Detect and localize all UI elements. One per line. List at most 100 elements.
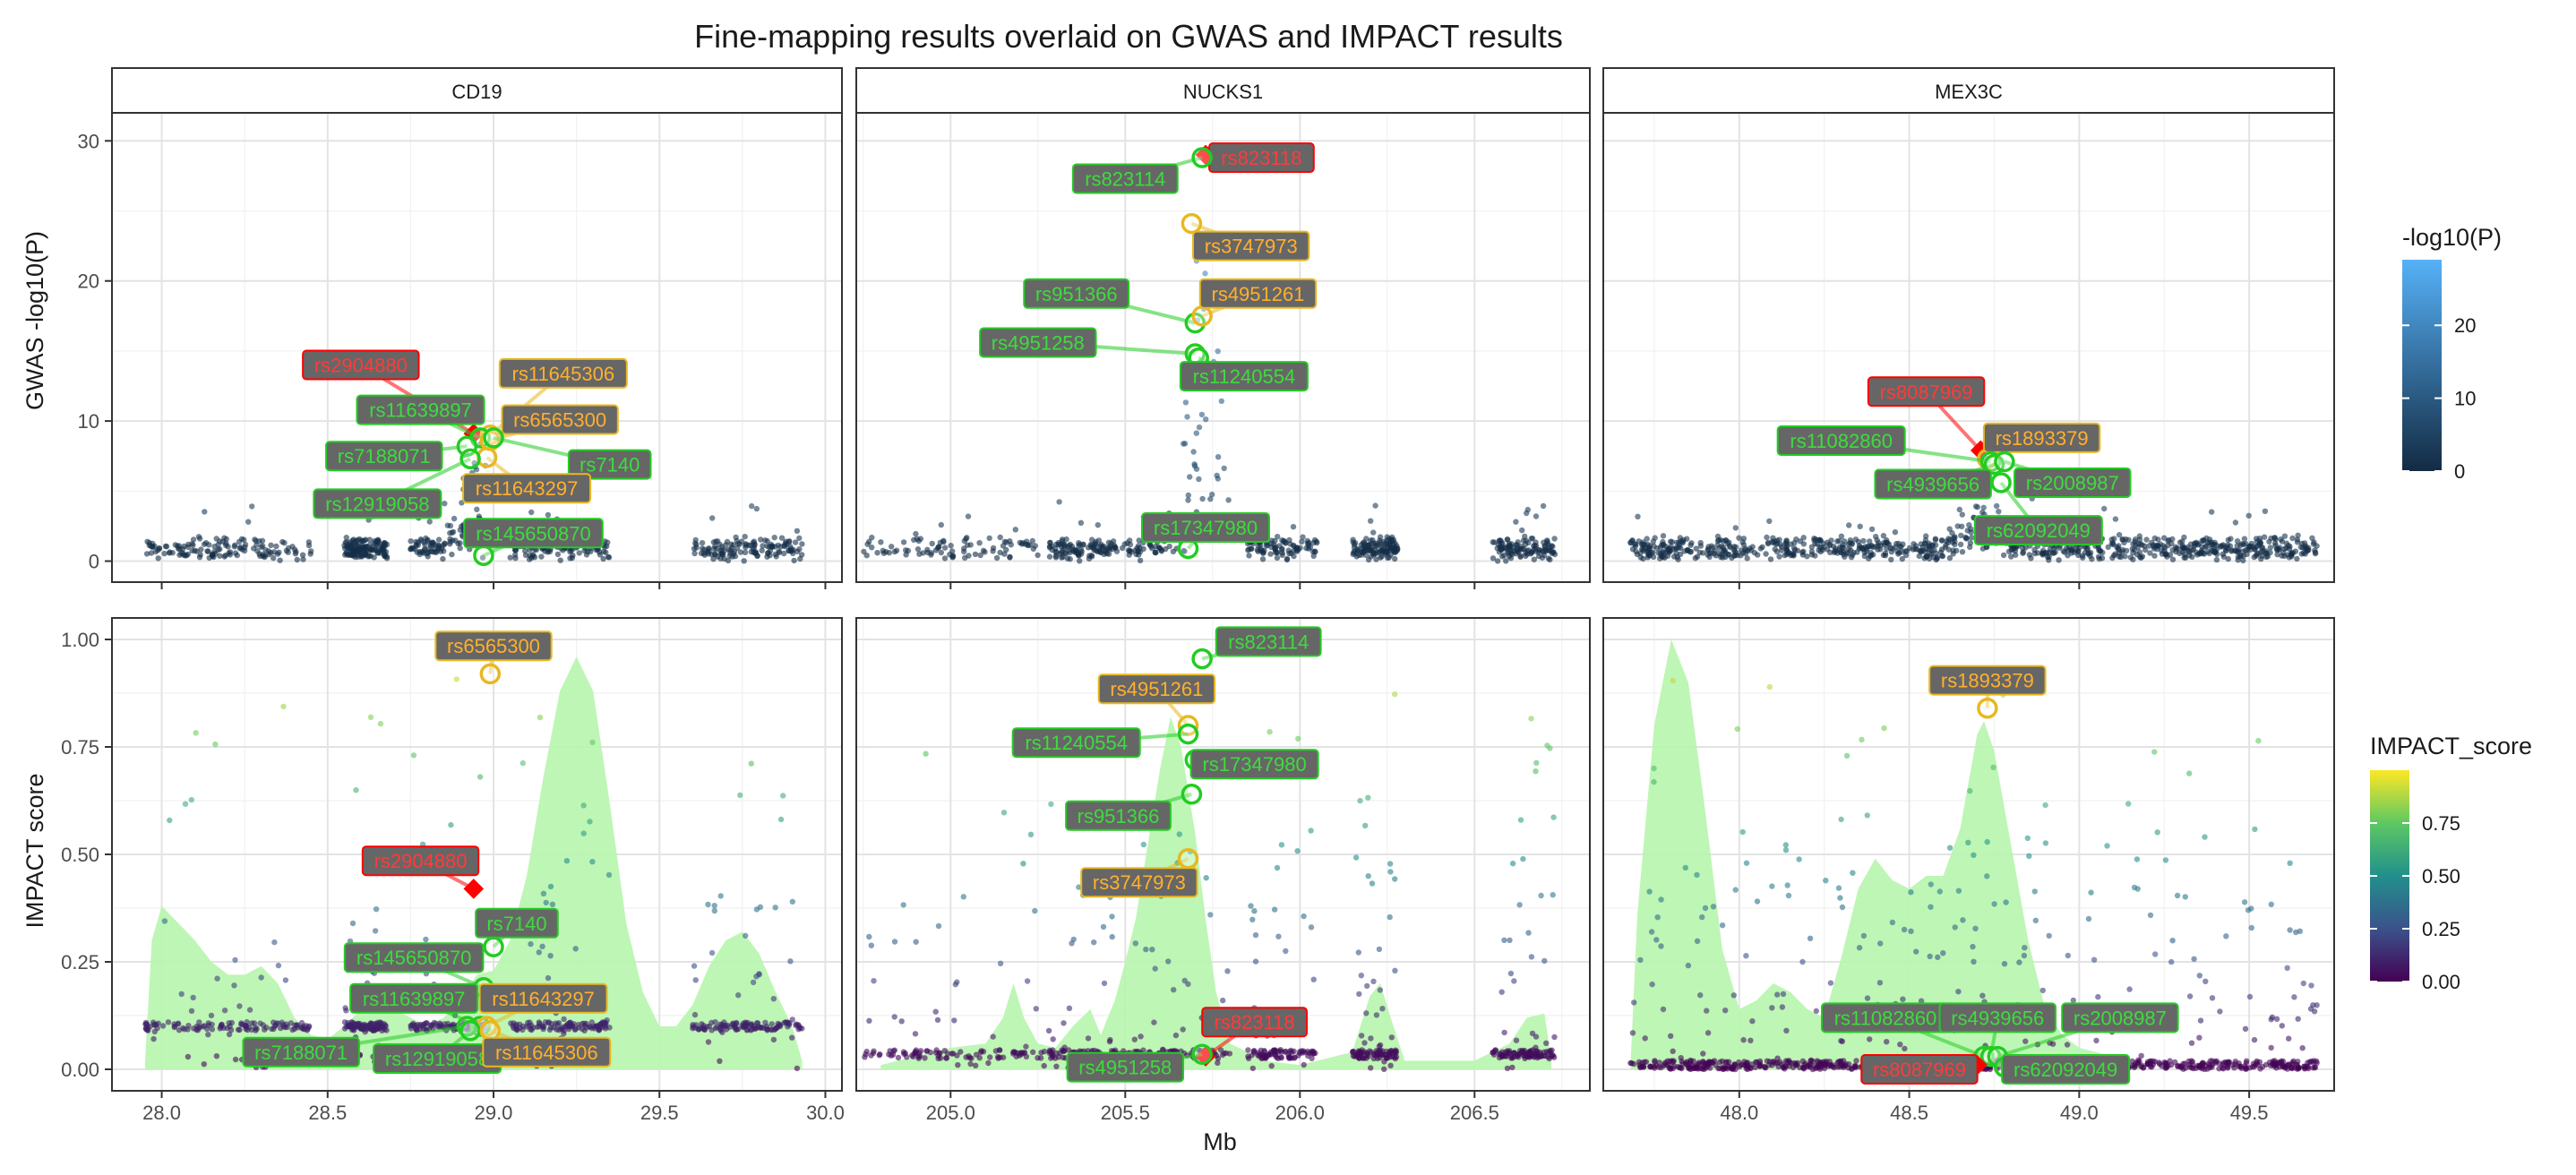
x-axis-ticks: 28.0 28.5 29.0 29.5 30.0 [142,1091,845,1124]
x-tick-label: 206.5 [1450,1102,1499,1124]
snp-label: rs951366 [1078,805,1160,828]
impact-density-area [1630,639,2141,1069]
x-tick-label: 28.5 [308,1102,347,1124]
snp-label: rs11240554 [1193,365,1296,388]
snp-label: rs7188071 [338,445,431,467]
snp-label-box [2061,1002,2179,1033]
snp-label: rs951366 [1035,283,1118,305]
snp-label-box [325,441,443,472]
y-tick-label: 0.00 [61,1059,99,1081]
snp-label: rs823114 [1228,630,1309,653]
x-axis-ticks [1738,582,2251,589]
snp-label-box [302,349,420,381]
snp-label-box [2001,1054,2131,1085]
fine-mapped-snps: rs2904880 rs11645306 rs11639897 rs6565300 rs… [302,349,652,567]
legend-tick-label: 0.25 [2422,918,2460,940]
background-snp-points [862,691,1558,1073]
snp-label-box [1201,1007,1308,1038]
snp-label: rs4951258 [1078,1057,1172,1079]
fine-mapped-snps: rs1893379 rs11082860 rs4939656 rs2008987 rs8… [1821,665,2179,1085]
background-snp-points [861,258,1558,564]
snp-label: rs4951258 [992,332,1085,355]
impact-density-area [880,716,1552,1069]
snp-label: rs2904880 [374,850,468,872]
credible-snp-marker [1191,147,1213,168]
credible-snp-marker [1181,784,1203,805]
snp-label: rs11639897 [369,399,472,422]
facet-strip-mex3c [1602,67,2335,114]
snp-label-box [567,449,652,480]
snp-label: rs4951261 [1110,678,1203,700]
fine-mapped-snps: rs8087969 rs1893379 rs11082860 rs4939656 rs2… [1776,376,2132,546]
snp-label-box [2014,467,2132,498]
x-axis-title: Mb [1203,1128,1237,1155]
facet-panels: CD19 NUCKS1 MEX3C rs2904880 rs11645306 rs1163… [61,67,2335,1124]
legend-impact: IMPACT_score 0.00 0.25 0.50 0.75 [2370,733,2532,993]
snp-label-box [1860,1054,1979,1085]
facet-strip-label: CD19 [451,81,502,103]
snp-label: rs4939656 [1886,474,1979,496]
x-axis-ticks [949,582,1476,589]
credible-snp-marker [483,427,504,449]
credible-snp-marker [459,1020,481,1042]
credible-snp-marker [479,663,502,685]
snp-label: rs11645306 [495,1042,598,1064]
credible-snp-marker [1990,472,2012,493]
snp-label-box [462,473,592,504]
snp-label-box [482,1036,612,1068]
snp-label: rs8087969 [1880,381,1973,403]
facet-strip-label: MEX3C [1935,81,2003,103]
x-tick-label: 205.5 [1101,1102,1150,1124]
credible-snp-marker [1994,450,2015,473]
snp-label: rs2904880 [314,355,408,377]
legends: -log10(P) 0 10 20 IMPACT_score 0.00 0.25 0.50 0.… [2370,224,2532,993]
snp-label-box [1192,230,1310,262]
x-tick-label: 48.0 [1720,1102,1758,1124]
y-tick-label: 0.50 [61,844,99,866]
snp-label: rs11643297 [476,477,579,500]
x-tick-label: 48.5 [1890,1102,1928,1124]
snp-label-box [1973,515,2103,546]
snp-label: rs6565300 [513,409,606,432]
snp-label: rs17347980 [1202,753,1306,776]
snp-label: rs3747973 [1093,871,1186,894]
lead-snp-marker [463,879,485,899]
y-tick-label: 30 [78,130,99,152]
snp-label: rs17347980 [1154,517,1258,539]
snp-label-box [1928,665,2047,696]
snp-label: rs11643297 [492,988,595,1010]
y-tick-label: 1.00 [61,629,99,651]
snp-label-box [1097,673,1216,705]
legend-title: -log10(P) [2402,224,2502,251]
snp-label: rs11082860 [1834,1007,1937,1029]
facet-strip-cd19 [111,67,843,114]
snp-label-box [1080,867,1198,898]
snp-label-box [313,488,442,519]
credible-snp-marker [1181,212,1203,235]
snp-label-box [434,630,553,662]
panel-gwas-cd19: rs2904880 rs11645306 rs11639897 rs6565300 rs… [78,112,843,589]
snp-label-box [463,518,604,549]
snp-label: rs1893379 [1941,670,2034,692]
x-tick-label: 29.0 [475,1102,513,1124]
fine-mapped-snps: rs823118 rs823114 rs3747973 rs951366 rs49512… [979,142,1318,560]
snp-label: rs3747973 [1205,236,1298,258]
gridlines [1603,113,2335,582]
legend-tick-label: 10 [2454,388,2476,410]
snp-label-box [1011,727,1141,759]
fine-mapped-snps: rs6565300 rs2904880 rs7140 rs145650870 rs116… [242,630,612,1074]
legend-tick-label: 0.75 [2422,812,2460,835]
snp-label-box [1208,142,1315,174]
x-axis-ticks: 48.0 48.5 49.0 49.5 [1720,1091,2269,1124]
x-tick-label: 29.5 [640,1102,679,1124]
snp-label-box [501,404,619,435]
y-axis-ticks: 0 10 20 30 [78,130,112,573]
credible-snp-marker [1177,848,1199,870]
snp-label: rs7188071 [254,1042,348,1064]
snp-label: rs11639897 [363,988,466,1010]
x-tick-label: 206.0 [1275,1102,1325,1124]
snp-label: rs12919058 [385,1048,489,1070]
legend-colorbar [2402,260,2442,471]
legend-tick-label: 0 [2454,460,2465,483]
